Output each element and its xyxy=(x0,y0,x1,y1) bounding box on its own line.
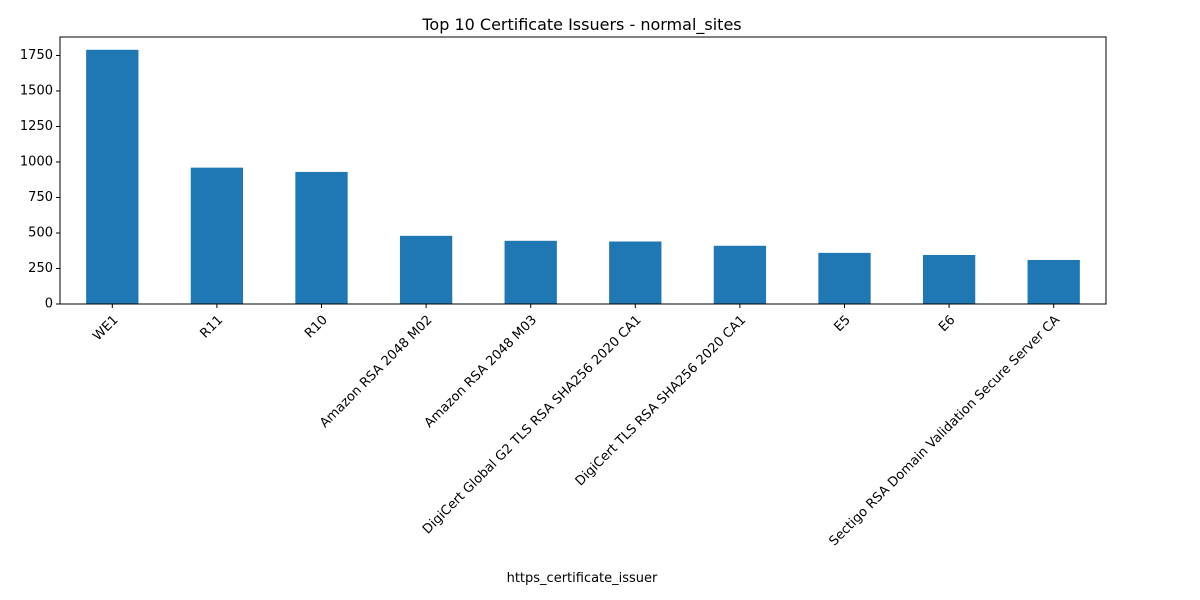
y-tick-label: 1500 xyxy=(20,83,53,98)
bar-5 xyxy=(609,241,662,304)
x-tick-label: DigiCert Global G2 TLS RSA SHA256 2020 C… xyxy=(420,313,645,538)
y-tick-label: 250 xyxy=(28,261,53,276)
y-axis: 0 250 500 750 1000 1250 1500 1750 xyxy=(20,48,60,312)
chart-title: Top 10 Certificate Issuers - normal_site… xyxy=(421,15,741,35)
x-tick-label: R10 xyxy=(302,313,331,342)
bar-6 xyxy=(713,245,767,304)
bar-4 xyxy=(504,240,557,304)
y-tick-label: 1000 xyxy=(20,154,53,169)
x-tick-label: E5 xyxy=(832,313,854,335)
bar-1 xyxy=(190,167,244,304)
plot-frame xyxy=(59,36,1107,305)
y-tick-label: 0 xyxy=(45,297,53,312)
bar-8 xyxy=(922,255,976,304)
bar-2 xyxy=(295,171,348,304)
y-tick-label: 500 xyxy=(28,225,53,240)
bar-0 xyxy=(86,49,139,304)
bars-group xyxy=(86,49,1080,304)
x-axis-label: https_certificate_issuer xyxy=(507,571,658,586)
y-tick-label: 1250 xyxy=(20,119,53,134)
y-tick-label: 750 xyxy=(28,190,53,205)
x-tick-label: Amazon RSA 2048 M03 xyxy=(422,313,540,431)
x-tick-label: Amazon RSA 2048 M02 xyxy=(317,313,435,431)
x-tick-label: R11 xyxy=(198,313,227,342)
x-tick-label: Sectigo RSA Domain Validation Secure Ser… xyxy=(826,313,1063,550)
x-tick-label: E6 xyxy=(936,313,958,335)
x-tick-label: WE1 xyxy=(90,313,121,344)
bar-9 xyxy=(1027,259,1080,304)
x-tick-label: DigiCert TLS RSA SHA256 2020 CA1 xyxy=(573,313,749,489)
bar-3 xyxy=(399,235,453,304)
bar-7 xyxy=(818,252,871,304)
y-tick-label: 1750 xyxy=(20,48,53,63)
